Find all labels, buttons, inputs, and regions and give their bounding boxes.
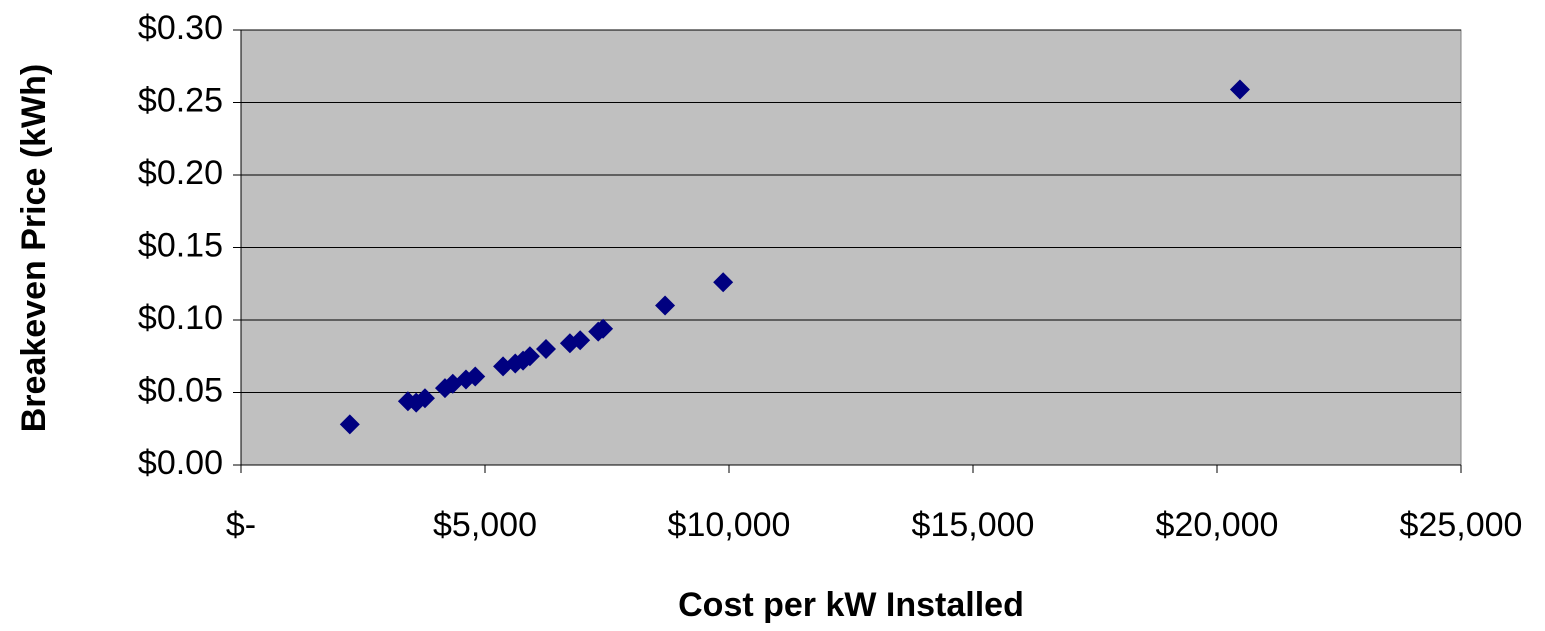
- y-tick-label: $0.20: [138, 154, 223, 192]
- x-tick-label: $10,000: [668, 506, 791, 544]
- point: [713, 272, 734, 293]
- point: [593, 318, 614, 339]
- y-tick-label: $0.00: [138, 444, 223, 482]
- point: [339, 414, 360, 435]
- y-tick-label: $0.10: [138, 299, 223, 337]
- point: [493, 356, 514, 377]
- y-tick-label: $0.25: [138, 81, 223, 119]
- x-axis-title: Cost per kW Installed: [678, 586, 1024, 624]
- x-tick-label: $-: [226, 506, 256, 544]
- x-tick-label: $5,000: [433, 506, 537, 544]
- point: [465, 366, 486, 387]
- y-tick-label: $0.15: [138, 226, 223, 264]
- point: [536, 339, 556, 359]
- point: [570, 330, 591, 351]
- point: [1229, 79, 1250, 100]
- point: [655, 295, 676, 316]
- x-tick-label: $20,000: [1156, 506, 1279, 544]
- point: [414, 388, 435, 409]
- y-axis-title: Breakeven Price (kWh): [15, 64, 53, 433]
- x-tick-label: $15,000: [912, 506, 1035, 544]
- point: [519, 346, 540, 367]
- y-tick-label: $0.05: [138, 371, 223, 409]
- x-tick-label: $25,000: [1400, 506, 1523, 544]
- y-tick-label: $0.30: [138, 9, 223, 47]
